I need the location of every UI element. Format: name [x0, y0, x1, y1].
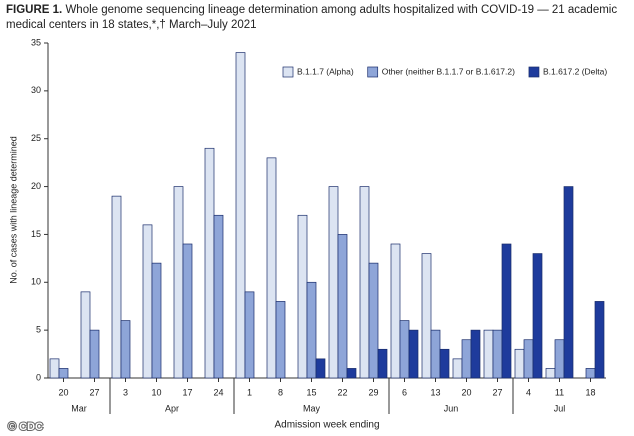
bar [501, 243, 512, 379]
legend-label: B.1.1.7 (Alpha) [297, 66, 354, 76]
bar [89, 329, 100, 379]
legend-swatch [282, 66, 294, 78]
x-tick-label: 29 [368, 387, 378, 397]
x-tick-label: 1 [247, 387, 252, 397]
bar [306, 281, 317, 379]
x-tick-label: 17 [182, 387, 192, 397]
bar [514, 348, 525, 379]
x-tick-label: 4 [526, 387, 531, 397]
bar [244, 291, 255, 379]
bar [235, 52, 246, 379]
bar [408, 329, 419, 379]
bar [461, 339, 472, 379]
bar [399, 320, 410, 379]
group-label: May [303, 403, 321, 413]
bar [182, 243, 193, 379]
bar [337, 234, 348, 379]
bar [80, 291, 91, 379]
bar [266, 157, 277, 379]
group-label: Apr [165, 403, 179, 413]
title-label: FIGURE 1. [6, 4, 63, 16]
bar [523, 339, 534, 379]
y-tick-label: 25 [31, 133, 41, 143]
legend-label: B.1.617.2 (Delta) [543, 66, 607, 76]
group-label: Mar [71, 403, 87, 413]
bar [204, 147, 215, 379]
bar [594, 301, 605, 379]
y-tick-label: 10 [31, 277, 41, 287]
y-tick-label: 20 [31, 181, 41, 191]
x-tick-label: 27 [492, 387, 502, 397]
bar [470, 329, 481, 379]
bar [173, 186, 184, 379]
group-label: Jul [554, 403, 566, 413]
bar [315, 358, 326, 379]
legend-swatch [528, 66, 540, 78]
bar [563, 186, 574, 379]
bar [151, 262, 162, 379]
bar [120, 320, 131, 379]
bar [142, 224, 153, 379]
x-tick-label: 27 [89, 387, 99, 397]
bar [377, 348, 388, 379]
watermark: © CDC [8, 421, 43, 433]
x-axis-label: Admission week ending [274, 420, 379, 431]
y-tick-label: 35 [31, 37, 41, 47]
chart-title: FIGURE 1. Whole genome sequencing lineag… [6, 3, 626, 33]
bar [439, 348, 450, 379]
y-tick-label: 30 [31, 85, 41, 95]
bar [492, 329, 503, 379]
x-tick-label: 18 [585, 387, 595, 397]
group-label: Jun [444, 403, 459, 413]
y-tick-label: 5 [36, 325, 41, 335]
x-tick-label: 6 [402, 387, 407, 397]
bar [452, 358, 463, 379]
x-tick-label: 20 [461, 387, 471, 397]
x-tick-label: 10 [151, 387, 161, 397]
bar [213, 214, 224, 379]
bar [58, 368, 69, 379]
bar [368, 262, 379, 379]
bar [532, 253, 543, 379]
bar [346, 368, 357, 379]
bar [554, 339, 565, 379]
y-axis-label: No. of cases with lineage determined [8, 136, 18, 284]
legend-swatch [367, 66, 379, 78]
title-text: Whole genome sequencing lineage determin… [6, 4, 618, 31]
bar [297, 214, 308, 379]
x-tick-label: 13 [430, 387, 440, 397]
bar [585, 368, 596, 379]
x-tick-label: 8 [278, 387, 283, 397]
bar [49, 358, 60, 379]
bar [545, 368, 556, 379]
bar [275, 301, 286, 379]
x-tick-label: 24 [213, 387, 223, 397]
bar [421, 253, 432, 379]
x-tick-label: 15 [306, 387, 316, 397]
x-tick-label: 11 [555, 387, 564, 397]
x-tick-label: 3 [123, 387, 128, 397]
bar [328, 186, 339, 379]
bar [483, 329, 494, 379]
bar [390, 243, 401, 379]
legend-label: Other (neither B.1.1.7 or B.1.617.2) [382, 66, 515, 76]
x-tick-label: 22 [337, 387, 347, 397]
x-tick-label: 20 [58, 387, 68, 397]
y-tick-label: 0 [36, 372, 41, 382]
bar [359, 186, 370, 379]
bar [430, 329, 441, 379]
y-tick-label: 15 [31, 229, 41, 239]
bar [111, 195, 122, 379]
